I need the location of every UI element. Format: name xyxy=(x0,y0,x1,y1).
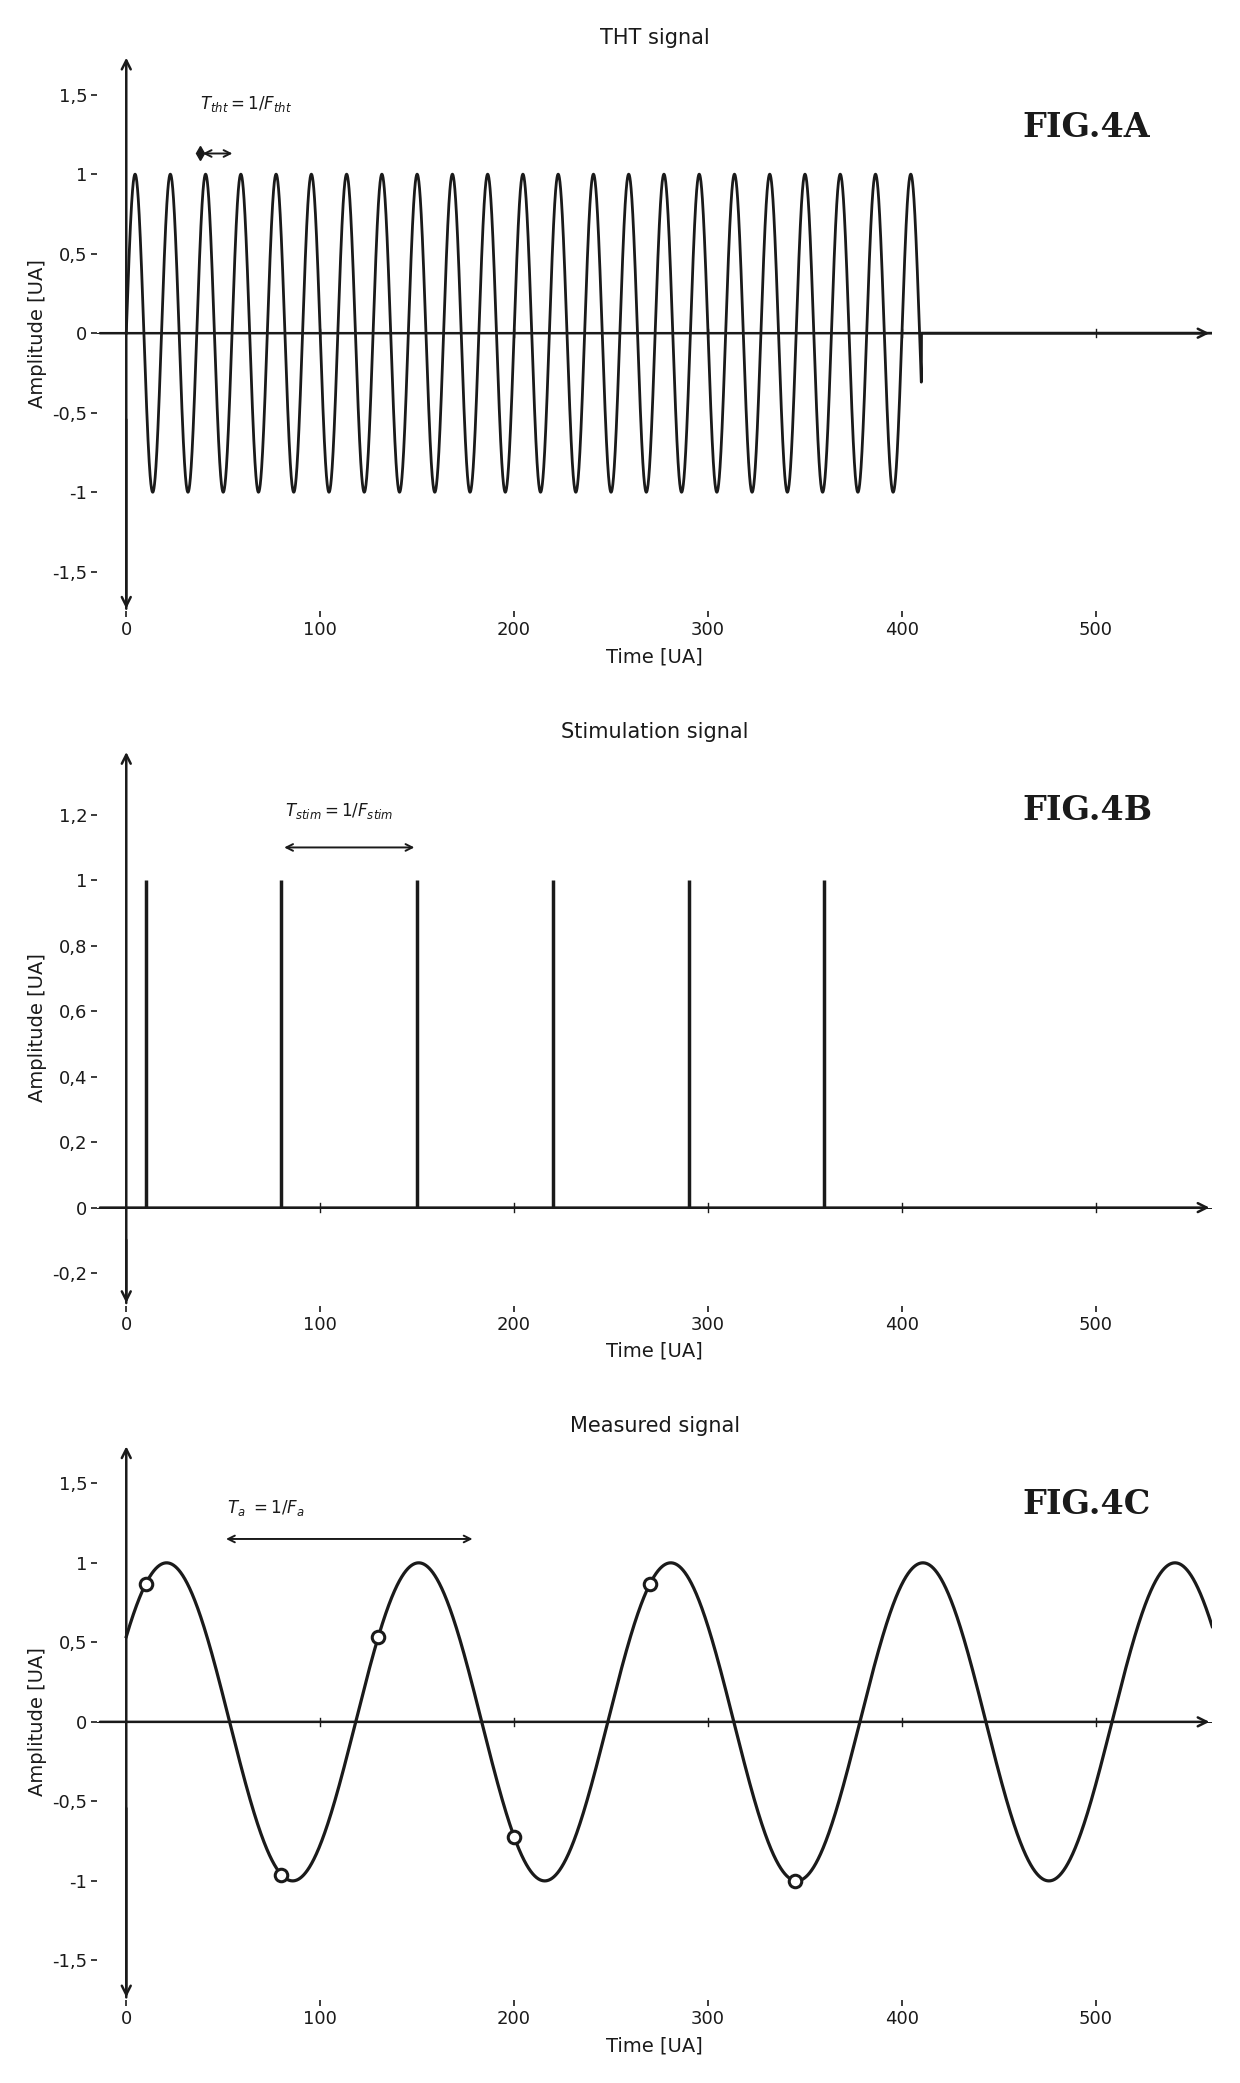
Text: FIG.4B: FIG.4B xyxy=(1023,794,1153,827)
X-axis label: Time [UA]: Time [UA] xyxy=(606,1341,703,1360)
X-axis label: Time [UA]: Time [UA] xyxy=(606,648,703,667)
Text: $T_{stim}=1/F_{stim}$: $T_{stim}=1/F_{stim}$ xyxy=(285,802,393,821)
Text: FIG.4C: FIG.4C xyxy=(1023,1487,1151,1521)
Title: THT signal: THT signal xyxy=(600,27,709,48)
Title: Measured signal: Measured signal xyxy=(569,1416,740,1437)
Text: $T_{tht}=1/F_{tht}$: $T_{tht}=1/F_{tht}$ xyxy=(200,94,293,115)
Title: Stimulation signal: Stimulation signal xyxy=(560,723,749,742)
X-axis label: Time [UA]: Time [UA] xyxy=(606,2037,703,2056)
Y-axis label: Amplitude [UA]: Amplitude [UA] xyxy=(27,1648,47,1796)
Y-axis label: Amplitude [UA]: Amplitude [UA] xyxy=(29,954,47,1102)
Text: $T_a\ =1/F_a$: $T_a\ =1/F_a$ xyxy=(227,1498,305,1519)
Y-axis label: Amplitude [UA]: Amplitude [UA] xyxy=(27,258,47,408)
Text: FIG.4A: FIG.4A xyxy=(1023,110,1151,144)
